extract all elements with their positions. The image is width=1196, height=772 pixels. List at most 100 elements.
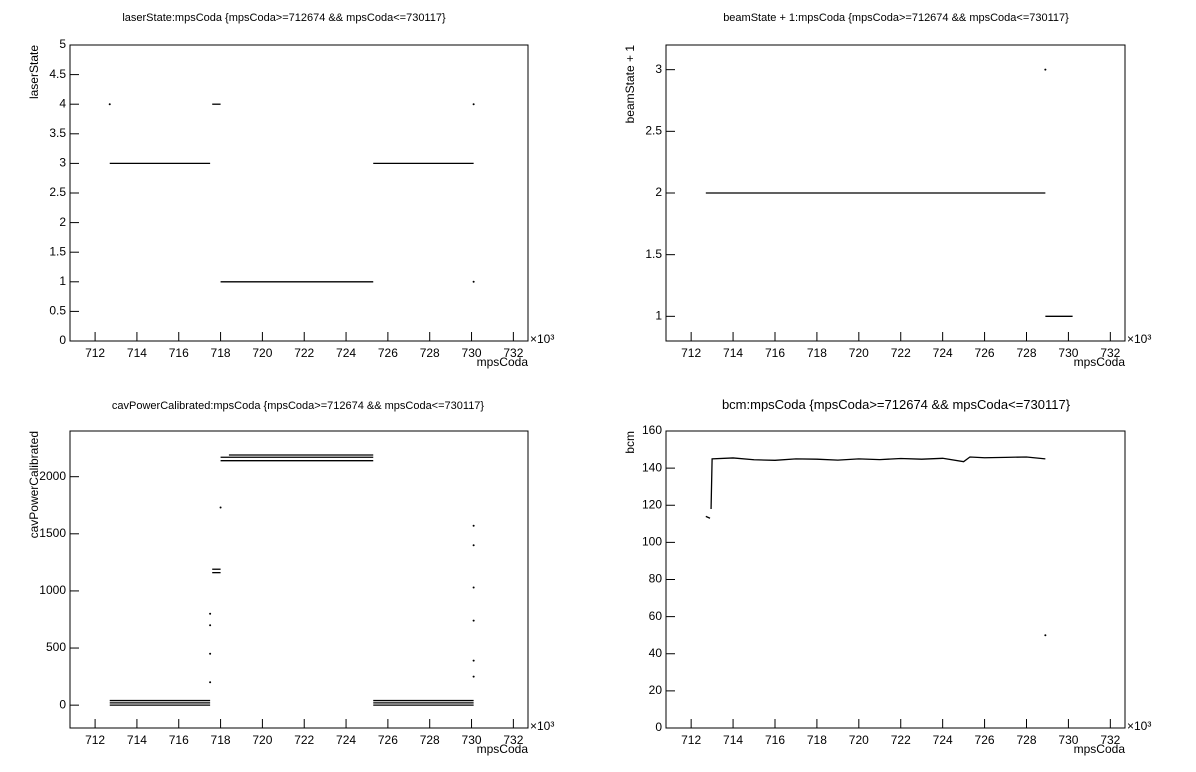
x-tick-label: 718 — [807, 346, 827, 360]
x-tick-label: 724 — [336, 346, 356, 360]
x-tick-label: 716 — [765, 346, 785, 360]
x-tick-label: 724 — [933, 346, 953, 360]
x-tick-label: 720 — [849, 733, 869, 747]
data-point — [219, 506, 222, 509]
y-tick-label: 140 — [642, 460, 662, 474]
data-point — [209, 624, 212, 627]
x-tick-label: 714 — [723, 346, 743, 360]
data-point — [209, 681, 212, 684]
data-point — [472, 280, 475, 283]
chart-title: bcm:mpsCoda {mpsCoda>=712674 && mpsCoda<… — [722, 397, 1071, 412]
x-tick-label: 728 — [1016, 346, 1036, 360]
x-tick-label: 732 — [1100, 346, 1120, 360]
x-tick-label: 724 — [336, 733, 356, 747]
x-tick-label: 730 — [462, 733, 482, 747]
x-tick-label: 722 — [891, 733, 911, 747]
x-tick-label: 714 — [127, 733, 147, 747]
data-point — [472, 659, 475, 662]
x-tick-label: 722 — [294, 346, 314, 360]
chart-title: cavPowerCalibrated:mpsCoda {mpsCoda>=712… — [112, 400, 485, 412]
y-tick-label: 1.5 — [645, 247, 662, 261]
y-tick-label: 60 — [649, 609, 663, 623]
y-tick-label: 80 — [649, 572, 663, 586]
data-point — [472, 675, 475, 678]
x-tick-label: 720 — [252, 346, 272, 360]
y-tick-label: 2.5 — [49, 185, 66, 199]
x-axis-label: mpsCoda — [1074, 355, 1126, 369]
x-tick-label: 730 — [1058, 346, 1078, 360]
y-tick-label: 2 — [655, 185, 662, 199]
x-axis-exponent: ×10³ — [530, 332, 554, 346]
y-tick-label: 3.5 — [49, 126, 66, 140]
plot-frame — [69, 430, 529, 729]
y-tick-label: 3 — [655, 62, 662, 76]
y-tick-label: 2000 — [39, 469, 66, 483]
x-tick-label: 726 — [975, 346, 995, 360]
x-axis-exponent: ×10³ — [1127, 332, 1151, 346]
x-tick-label: 712 — [681, 733, 701, 747]
x-tick-label: 712 — [681, 346, 701, 360]
x-axis-label: mpsCoda — [477, 355, 529, 369]
data-line — [705, 515, 711, 519]
y-tick-label: 1500 — [39, 526, 66, 540]
chart-title: laserState:mpsCoda {mpsCoda>=712674 && m… — [122, 12, 446, 24]
data-point — [108, 103, 111, 106]
x-tick-label: 726 — [378, 346, 398, 360]
y-tick-label: 4.5 — [49, 67, 66, 81]
plot-panel: beamState + 1:mpsCoda {mpsCoda>=712674 &… — [623, 12, 1151, 369]
data-point — [1044, 634, 1047, 637]
y-tick-label: 100 — [642, 535, 662, 549]
x-tick-label: 712 — [85, 733, 105, 747]
x-tick-label: 732 — [503, 346, 523, 360]
data-point — [472, 619, 475, 622]
x-tick-label: 720 — [252, 733, 272, 747]
y-tick-label: 20 — [649, 683, 663, 697]
y-tick-label: 1 — [655, 309, 662, 323]
y-axis-label: cavPowerCalibrated — [27, 431, 41, 538]
y-tick-label: 3 — [59, 156, 66, 170]
plot-panel: bcm:mpsCoda {mpsCoda>=712674 && mpsCoda<… — [623, 397, 1151, 756]
x-tick-label: 728 — [420, 733, 440, 747]
x-tick-label: 712 — [85, 346, 105, 360]
data-point — [472, 544, 475, 547]
x-tick-label: 732 — [1100, 733, 1120, 747]
data-point — [472, 524, 475, 527]
x-tick-label: 728 — [1016, 733, 1036, 747]
plot-panel: cavPowerCalibrated:mpsCoda {mpsCoda>=712… — [27, 400, 554, 756]
y-tick-label: 1.5 — [49, 244, 66, 258]
x-tick-label: 732 — [503, 733, 523, 747]
x-axis-exponent: ×10³ — [1127, 719, 1151, 733]
x-tick-label: 718 — [211, 733, 231, 747]
y-tick-label: 40 — [649, 646, 663, 660]
y-tick-label: 2 — [59, 215, 66, 229]
y-tick-label: 2.5 — [645, 124, 662, 138]
x-tick-label: 724 — [933, 733, 953, 747]
x-tick-label: 718 — [807, 733, 827, 747]
y-tick-label: 0 — [59, 697, 66, 711]
y-tick-label: 5 — [59, 37, 66, 51]
x-axis-exponent: ×10³ — [530, 719, 554, 733]
x-tick-label: 722 — [891, 346, 911, 360]
x-tick-label: 722 — [294, 733, 314, 747]
y-axis-label: beamState + 1 — [623, 45, 637, 124]
y-axis-label: bcm — [623, 431, 637, 454]
y-axis-label: laserState — [27, 45, 41, 99]
x-tick-label: 720 — [849, 346, 869, 360]
plot-frame — [69, 44, 529, 342]
x-tick-label: 728 — [420, 346, 440, 360]
y-tick-label: 4 — [59, 96, 66, 110]
x-tick-label: 730 — [1058, 733, 1078, 747]
x-tick-label: 726 — [975, 733, 995, 747]
x-tick-label: 730 — [462, 346, 482, 360]
data-line — [710, 456, 1046, 509]
x-tick-label: 716 — [169, 733, 189, 747]
x-tick-label: 716 — [169, 346, 189, 360]
x-tick-label: 716 — [765, 733, 785, 747]
y-tick-label: 120 — [642, 497, 662, 511]
data-point — [1044, 68, 1047, 71]
plot-frame — [665, 430, 1126, 729]
y-tick-label: 500 — [46, 640, 66, 654]
x-tick-label: 714 — [723, 733, 743, 747]
data-point — [209, 612, 212, 615]
